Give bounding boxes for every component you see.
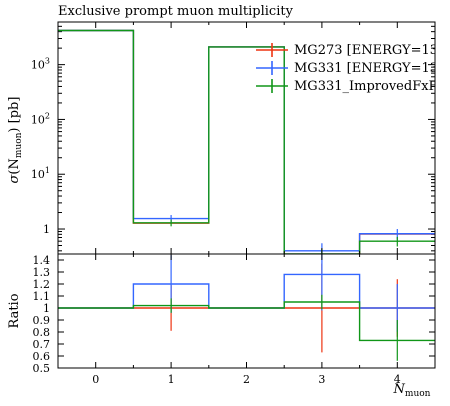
x-tick-label: 4 [394, 373, 401, 386]
ratio-y-tick-label: 0.7 [33, 338, 51, 351]
x-tick-label: 3 [318, 373, 325, 386]
x-label-sub: muon [405, 389, 431, 399]
legend-entry-label: MG331_ImprovedFxFx [ENERGY=13000] [294, 79, 450, 94]
ratio-series-line-3 [58, 301, 435, 342]
ratio-y-tick-label: 1.3 [33, 266, 51, 279]
ratio-series-group [58, 254, 435, 361]
main-y-tick-label: 101 [31, 166, 50, 181]
ratio-y-tick-label: 1.1 [33, 290, 51, 303]
chart-title: Exclusive prompt muon multiplicity [58, 4, 294, 19]
ratio-plot-frame [57, 253, 436, 369]
legend: MG273 [ENERGY=13000] MG331 [ENERGY=13000]… [256, 43, 450, 94]
x-axis-label: Nmuon [393, 382, 431, 399]
ratio-y-tick-label: 1 [43, 302, 50, 315]
x-tick-label: 1 [168, 373, 175, 386]
legend-entry-label: MG331 [ENERGY=13000] [294, 61, 450, 76]
y-label-sub: muon [14, 132, 24, 158]
ratio-y-tick-label: 0.6 [33, 350, 51, 363]
ratio-plot-area: 0.50.60.70.80.911.11.21.31.4 [33, 253, 436, 375]
x-tick-label: 2 [243, 373, 250, 386]
ratio-y-tick-label: 0.5 [33, 362, 51, 375]
ratio-y-tick-label: 0.9 [33, 314, 51, 327]
y-label-sigma: σ [7, 173, 22, 183]
ratio-y-tick-label: 1.2 [33, 278, 51, 291]
x-label-main: N [393, 382, 406, 397]
main-y-tick-label: 102 [31, 111, 50, 126]
main-series-group [58, 29, 435, 254]
ratio-y-tick-label: 0.8 [33, 326, 51, 339]
ratio-y-axis-label: Ratio [7, 293, 22, 328]
y-label-close: ) [pb] [7, 97, 22, 133]
legend-entry-label: MG273 [ENERGY=13000] [294, 43, 450, 58]
x-tick-label: 0 [92, 373, 99, 386]
main-y-tick-label: 103 [31, 57, 50, 72]
ratio-series-line-2 [58, 273, 435, 309]
main-y-axis-label: σ(Nmuon) [pb] [7, 97, 24, 184]
ratio-y-ticks: 0.50.60.70.80.911.11.21.31.4 [33, 254, 435, 375]
x-ticks: 0 1 2 3 4 [57, 22, 436, 386]
main-plot-area: 1 101 102 103 [31, 21, 436, 255]
main-y-tick-label: 1 [43, 223, 50, 236]
y-label-open: (N [7, 158, 22, 174]
ratio-y-tick-label: 1.4 [33, 254, 51, 267]
main-series-line-3 [58, 29, 435, 254]
